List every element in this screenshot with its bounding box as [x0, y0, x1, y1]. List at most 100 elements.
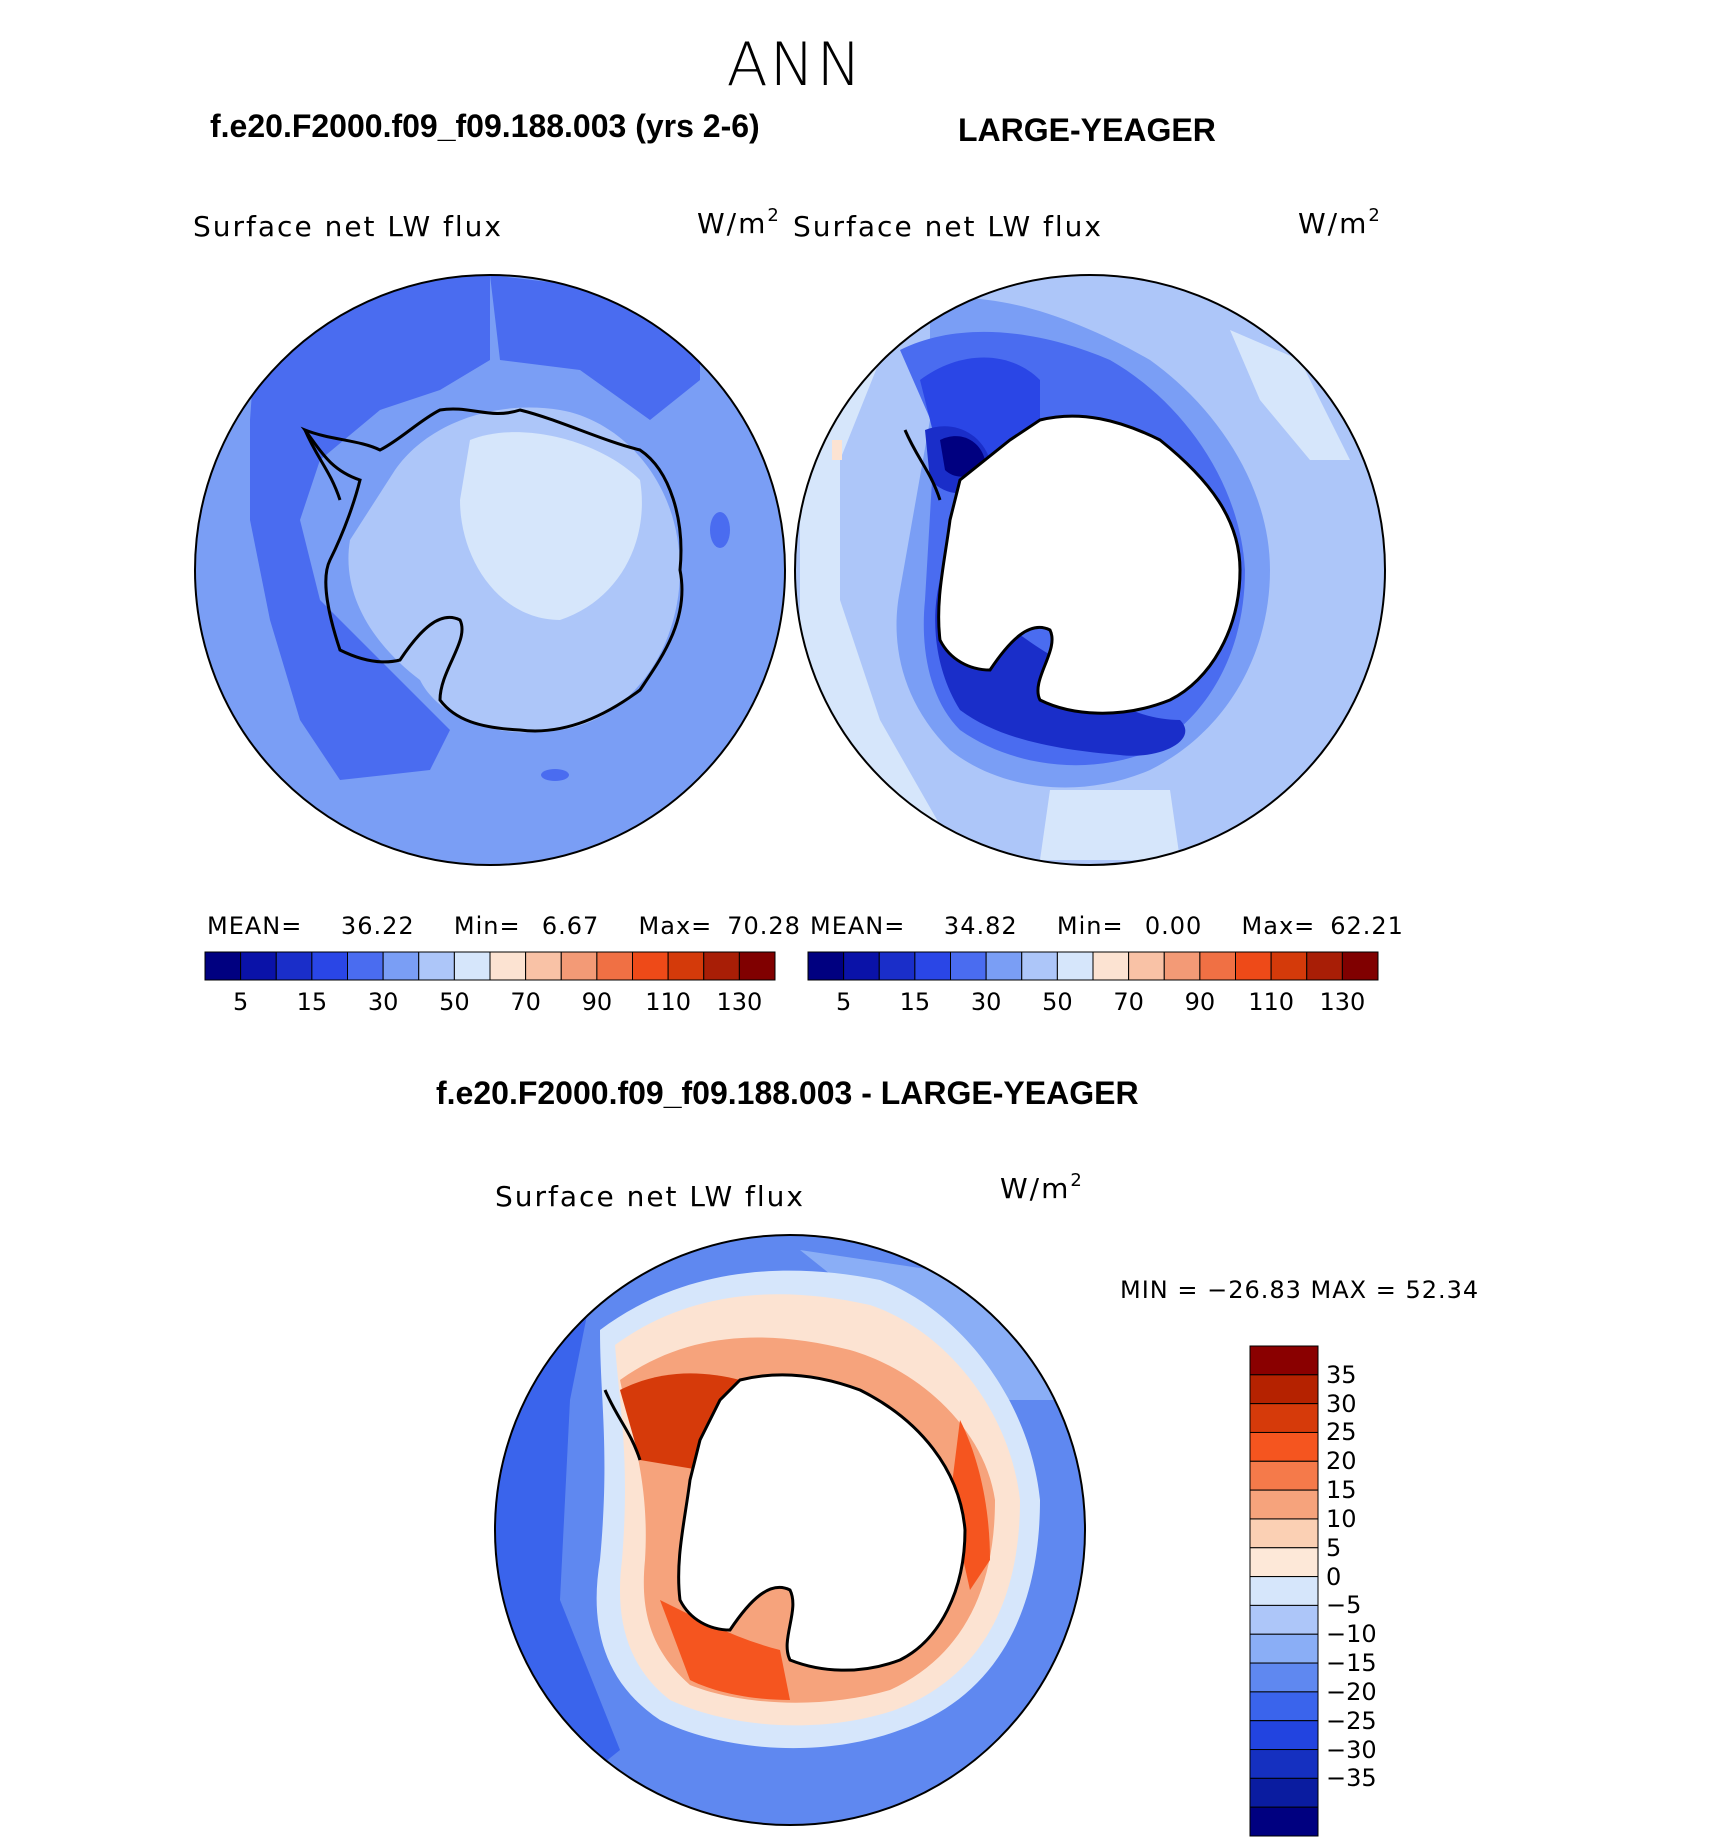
obs-min-label: Min=	[1056, 912, 1124, 940]
test-case-title: f.e20.F2000.f09_f09.188.003 (yrs 2-6)	[210, 108, 760, 144]
diff-colorbar-label: 35	[1326, 1360, 1357, 1389]
obs-colorbar-box	[1235, 951, 1272, 981]
diff-colorbar-box	[1249, 1662, 1319, 1693]
obs-map-northeast-light	[1230, 330, 1350, 460]
obs-stats: MEAN= 34.82 Min= 0.00 Max= 62.21	[810, 912, 1404, 940]
obs-max-value: 62.21	[1330, 912, 1404, 940]
obs-map-west-light	[800, 280, 960, 860]
test-colorbar-box	[596, 951, 633, 981]
test-colorbar-box	[382, 951, 420, 981]
diff-colorbar-box	[1249, 1633, 1319, 1664]
obs-mean-label: MEAN=	[810, 912, 906, 940]
obs-map-coastline	[937, 414, 1242, 715]
diff-colorbar-box	[1249, 1720, 1319, 1751]
diff-colorbar-box	[1249, 1518, 1319, 1549]
test-map-plateau-shade	[460, 432, 642, 620]
diff-colorbar-box	[1249, 1403, 1319, 1433]
obs-colorbar-tick-label: 15	[899, 988, 931, 1016]
obs-max-label: Max=	[1241, 912, 1316, 940]
test-min-value: 6.67	[541, 912, 600, 940]
diff-colorbar-label: −15	[1326, 1649, 1377, 1678]
test-map-sector-west	[250, 275, 490, 780]
diff-map-hot-east	[950, 1420, 990, 1590]
diff-units-label: W/m2	[1000, 1170, 1084, 1205]
diff-colorbar-box	[1249, 1547, 1319, 1578]
test-colorbar-box	[738, 951, 776, 981]
obs-colorbar-box	[914, 951, 951, 981]
diff-colorbar-box	[1249, 1777, 1319, 1808]
diff-colorbar-label: −30	[1326, 1735, 1377, 1764]
test-colorbar-box	[632, 951, 669, 981]
test-colorbar-tick-label: 130	[716, 988, 763, 1016]
test-max-label: Max=	[638, 912, 713, 940]
diff-colorbar-label: −35	[1326, 1764, 1377, 1793]
test-colorbar-tick-label: 110	[645, 988, 692, 1016]
test-colorbar-box	[489, 951, 527, 981]
test-colorbar	[204, 951, 776, 981]
diff-colorbar-box	[1249, 1749, 1319, 1779]
test-colorbar-tick-label: 30	[367, 988, 399, 1016]
test-colorbar-box	[560, 951, 598, 981]
diff-colorbar-label: −5	[1326, 1591, 1362, 1620]
obs-colorbar-box	[807, 951, 845, 981]
diff-colorbar-box	[1249, 1345, 1319, 1376]
test-colorbar-tick-label: 15	[296, 988, 328, 1016]
obs-colorbar-tick-label: 130	[1319, 988, 1366, 1016]
diff-map-coastline	[677, 1373, 967, 1672]
test-map	[195, 275, 785, 865]
obs-colorbar-tick-label: 110	[1248, 988, 1295, 1016]
test-map-border	[194, 274, 786, 866]
obs-colorbar-box	[1128, 951, 1165, 981]
diff-colorbar-label: 15	[1326, 1476, 1357, 1505]
test-colorbar-box	[275, 951, 313, 981]
obs-map-border	[794, 274, 1386, 866]
test-colorbar-tick-label: 90	[581, 988, 613, 1016]
diff-colorbar-label: 10	[1326, 1504, 1357, 1533]
obs-colorbar	[807, 951, 1379, 981]
obs-colorbar-box	[1270, 951, 1308, 981]
obs-colorbar-box	[950, 951, 987, 981]
test-mean-label: MEAN=	[207, 912, 303, 940]
obs-colorbar-box	[843, 951, 880, 981]
diff-colorbar-box	[1249, 1691, 1319, 1722]
diff-title: f.e20.F2000.f09_f09.188.003 - LARGE-YEAG…	[436, 1075, 1139, 1111]
obs-min-value: 0.00	[1144, 912, 1203, 940]
test-colorbar-tick-label: 50	[439, 988, 470, 1016]
diff-colorbar-label: −20	[1326, 1677, 1377, 1706]
obs-colorbar-tick-label: 30	[970, 988, 1002, 1016]
obs-colorbar-tick-label: 70	[1113, 988, 1144, 1016]
obs-title: LARGE-YEAGER	[958, 112, 1216, 148]
obs-colorbar-tick-label: 5	[835, 988, 852, 1016]
test-variable-label: Surface net LW flux	[193, 210, 503, 243]
obs-colorbar-box	[878, 951, 916, 981]
diff-map	[495, 1235, 1085, 1825]
test-stats: MEAN= 36.22 Min= 6.67 Max= 70.28	[207, 912, 801, 940]
obs-map-south-light	[1040, 790, 1180, 860]
diff-colorbar-box	[1249, 1576, 1319, 1606]
obs-map	[795, 275, 1385, 865]
diff-colorbar-label: 0	[1326, 1562, 1342, 1591]
season-title: ANN	[726, 30, 864, 100]
obs-colorbar-box	[1056, 951, 1094, 981]
test-colorbar-box	[311, 951, 348, 981]
test-colorbar-tick-label: 70	[510, 988, 541, 1016]
diff-colorbar-box	[1249, 1806, 1319, 1837]
diff-colorbar-label: 5	[1326, 1533, 1342, 1562]
obs-colorbar-box	[1341, 951, 1379, 981]
diff-colorbar-box	[1249, 1489, 1319, 1520]
diff-colorbar-label: 30	[1326, 1389, 1357, 1418]
obs-colorbar-tick-label: 50	[1042, 988, 1073, 1016]
test-mean-value: 36.22	[340, 912, 415, 940]
test-units-label: W/m2	[697, 205, 781, 240]
diff-colorbar-label: 25	[1326, 1418, 1357, 1447]
obs-colorbar-box	[1021, 951, 1058, 981]
diff-colorbar	[1249, 1345, 1319, 1837]
diff-colorbar-box	[1249, 1460, 1319, 1491]
obs-colorbar-box	[1306, 951, 1343, 981]
obs-variable-label: Surface net LW flux	[793, 210, 1103, 243]
test-colorbar-box	[703, 951, 740, 981]
test-colorbar-box	[240, 951, 277, 981]
test-colorbar-tick-label: 5	[232, 988, 249, 1016]
diff-colorbar-label: 20	[1326, 1447, 1357, 1476]
test-max-value: 70.28	[727, 912, 801, 940]
